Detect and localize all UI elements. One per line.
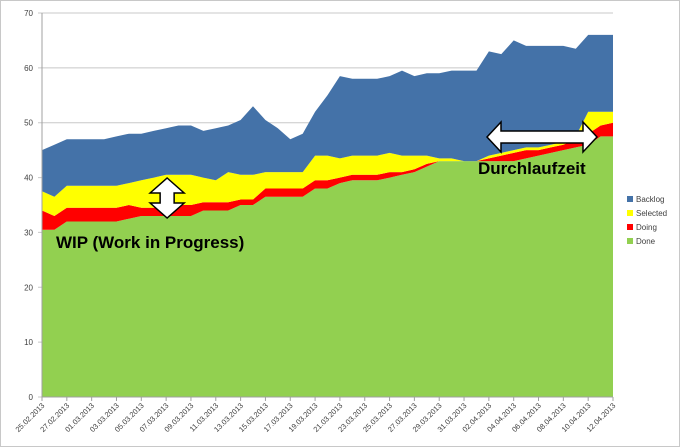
- area-done: [42, 136, 613, 397]
- legend-swatch-doing: [627, 224, 633, 230]
- legend-swatch-backlog: [627, 196, 633, 202]
- y-tick-label: 20: [24, 283, 33, 292]
- legend-label-doing: Doing: [636, 223, 657, 232]
- y-tick-label: 10: [24, 338, 33, 347]
- area-selected: [42, 111, 613, 216]
- y-tick-label: 50: [24, 119, 33, 128]
- y-tick-label: 70: [24, 9, 33, 18]
- y-tick-label: 60: [24, 64, 33, 73]
- area-backlog: [42, 34, 613, 197]
- durchlaufzeit-double-arrow-icon: [485, 120, 599, 154]
- y-tick-label: 0: [29, 393, 34, 402]
- legend-label-selected: Selected: [636, 209, 667, 218]
- area-doing: [42, 122, 613, 230]
- legend-swatch-done: [627, 238, 633, 244]
- wip-double-arrow-icon: [148, 176, 187, 220]
- y-tick-label: 30: [24, 228, 33, 237]
- legend-swatch-selected: [627, 210, 633, 216]
- legend-label-done: Done: [636, 237, 656, 246]
- legend: Backlog Selected Doing Done: [627, 195, 667, 246]
- wip-annotation-label: WIP (Work in Progress): [56, 233, 244, 252]
- durchlaufzeit-annotation-label: Durchlaufzeit: [478, 159, 586, 178]
- legend-label-backlog: Backlog: [636, 195, 664, 204]
- y-tick-label: 40: [24, 174, 33, 183]
